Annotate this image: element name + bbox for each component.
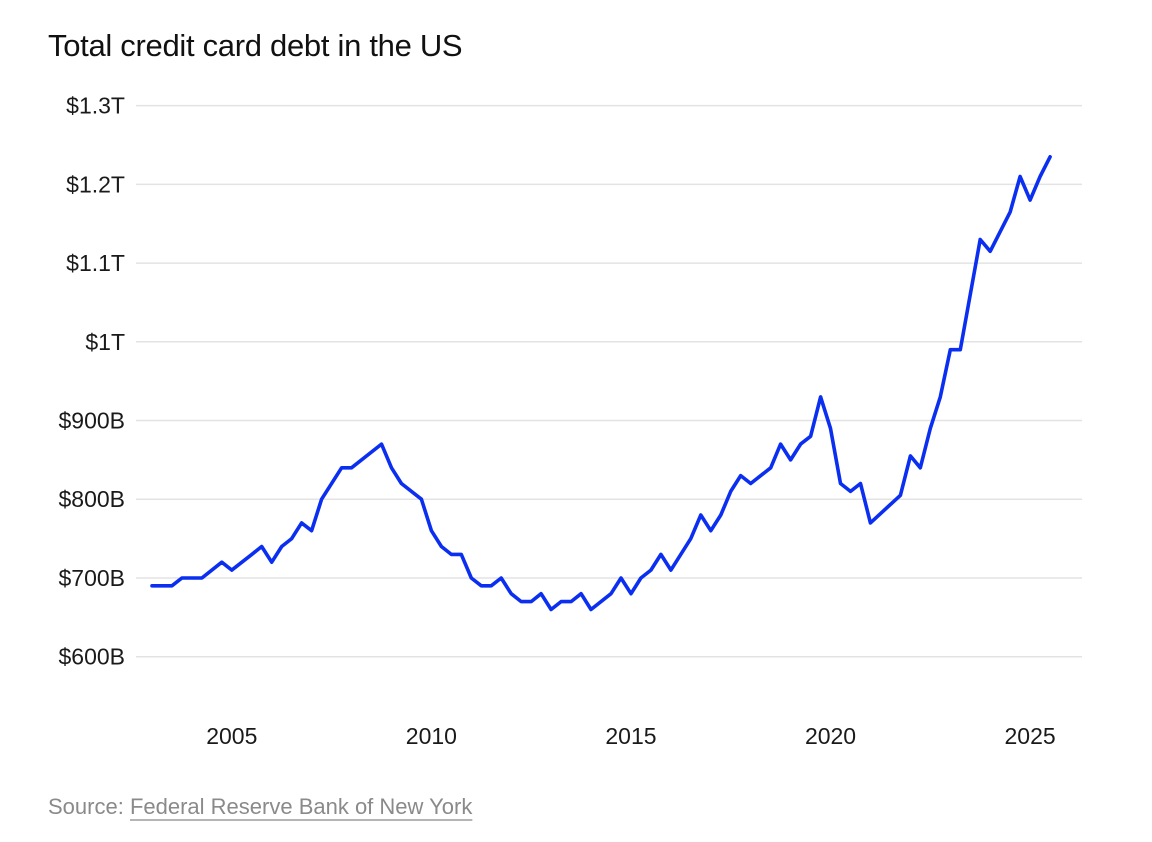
data-point [709, 529, 713, 533]
x-tick-label: 2015 [605, 723, 656, 749]
data-point [928, 426, 932, 430]
data-point [1038, 174, 1042, 178]
data-point [689, 537, 693, 541]
data-point [290, 537, 294, 541]
x-axis-labels: 2005 2010 2015 2020 2025 [206, 723, 1055, 749]
data-point [549, 607, 553, 611]
data-point [799, 442, 803, 446]
data-point [619, 576, 623, 580]
chart-title: Total credit card debt in the US [48, 28, 463, 63]
data-point [509, 592, 513, 596]
data-point [499, 576, 503, 580]
data-point [579, 592, 583, 596]
source-link[interactable]: Federal Reserve Bank of New York [129, 794, 473, 819]
data-point [1028, 198, 1032, 202]
data-point [789, 458, 793, 462]
data-point [489, 584, 493, 588]
series-line [150, 155, 1052, 612]
data-point [479, 584, 483, 588]
data-point [230, 568, 234, 572]
data-point [699, 513, 703, 517]
data-point [589, 607, 593, 611]
gridlines [136, 104, 1082, 658]
data-point [539, 592, 543, 596]
data-point [898, 493, 902, 497]
data-point [669, 568, 673, 572]
x-tick-label: 2020 [805, 723, 856, 749]
data-point [389, 466, 393, 470]
data-point [270, 560, 274, 564]
data-point [429, 529, 433, 533]
data-point [868, 521, 872, 525]
data-point [609, 592, 613, 596]
data-point [839, 482, 843, 486]
data-point [938, 395, 942, 399]
data-point [829, 426, 833, 430]
y-tick-label: $1.3T [66, 93, 125, 119]
data-point [180, 576, 184, 580]
data-point [1008, 210, 1012, 214]
data-point [300, 521, 304, 525]
data-point [729, 489, 733, 493]
data-point [449, 552, 453, 556]
data-point [918, 466, 922, 470]
data-point [769, 466, 773, 470]
data-point [1018, 174, 1022, 178]
data-point [569, 600, 573, 604]
data-point [399, 482, 403, 486]
data-point [459, 552, 463, 556]
data-point [948, 348, 952, 352]
data-point [519, 600, 523, 604]
y-tick-label: $900B [58, 408, 125, 434]
data-point [649, 568, 653, 572]
data-point [310, 529, 314, 533]
data-point [379, 442, 383, 446]
x-tick-label: 2010 [406, 723, 457, 749]
data-point [659, 552, 663, 556]
data-point [908, 454, 912, 458]
y-tick-label: $700B [58, 565, 125, 591]
data-point [200, 576, 204, 580]
data-point [320, 497, 324, 501]
data-point [439, 544, 443, 548]
data-point [858, 482, 862, 486]
data-point [250, 552, 254, 556]
data-point [150, 584, 154, 588]
y-tick-label: $1T [85, 329, 125, 355]
y-axis-labels: $600B $700B $800B $900B $1T $1.1T $1.2T $1.3T [58, 93, 125, 670]
data-point [260, 544, 264, 548]
y-tick-label: $1.1T [66, 250, 125, 276]
data-point [350, 466, 354, 470]
data-point [419, 497, 423, 501]
data-point [280, 544, 284, 548]
data-point [559, 600, 563, 604]
x-tick-label: 2005 [206, 723, 257, 749]
data-point [170, 584, 174, 588]
data-point [639, 576, 643, 580]
data-point [220, 560, 224, 564]
data-point [1048, 155, 1052, 159]
y-tick-label: $600B [58, 644, 125, 670]
data-point [340, 466, 344, 470]
data-point [719, 513, 723, 517]
data-point [749, 482, 753, 486]
y-tick-label: $1.2T [66, 171, 125, 197]
y-tick-label: $800B [58, 486, 125, 512]
data-point [809, 434, 813, 438]
data-point [988, 249, 992, 253]
data-point [629, 592, 633, 596]
source-line: Source: Federal Reserve Bank of New York [48, 794, 472, 820]
data-point [819, 395, 823, 399]
data-point [529, 600, 533, 604]
data-point [739, 474, 743, 478]
data-point [978, 237, 982, 241]
data-point [848, 489, 852, 493]
source-prefix: Source: [48, 794, 124, 819]
data-point [958, 348, 962, 352]
x-tick-label: 2025 [1005, 723, 1056, 749]
data-point [469, 576, 473, 580]
series-layer [150, 155, 1052, 612]
data-point [779, 442, 783, 446]
